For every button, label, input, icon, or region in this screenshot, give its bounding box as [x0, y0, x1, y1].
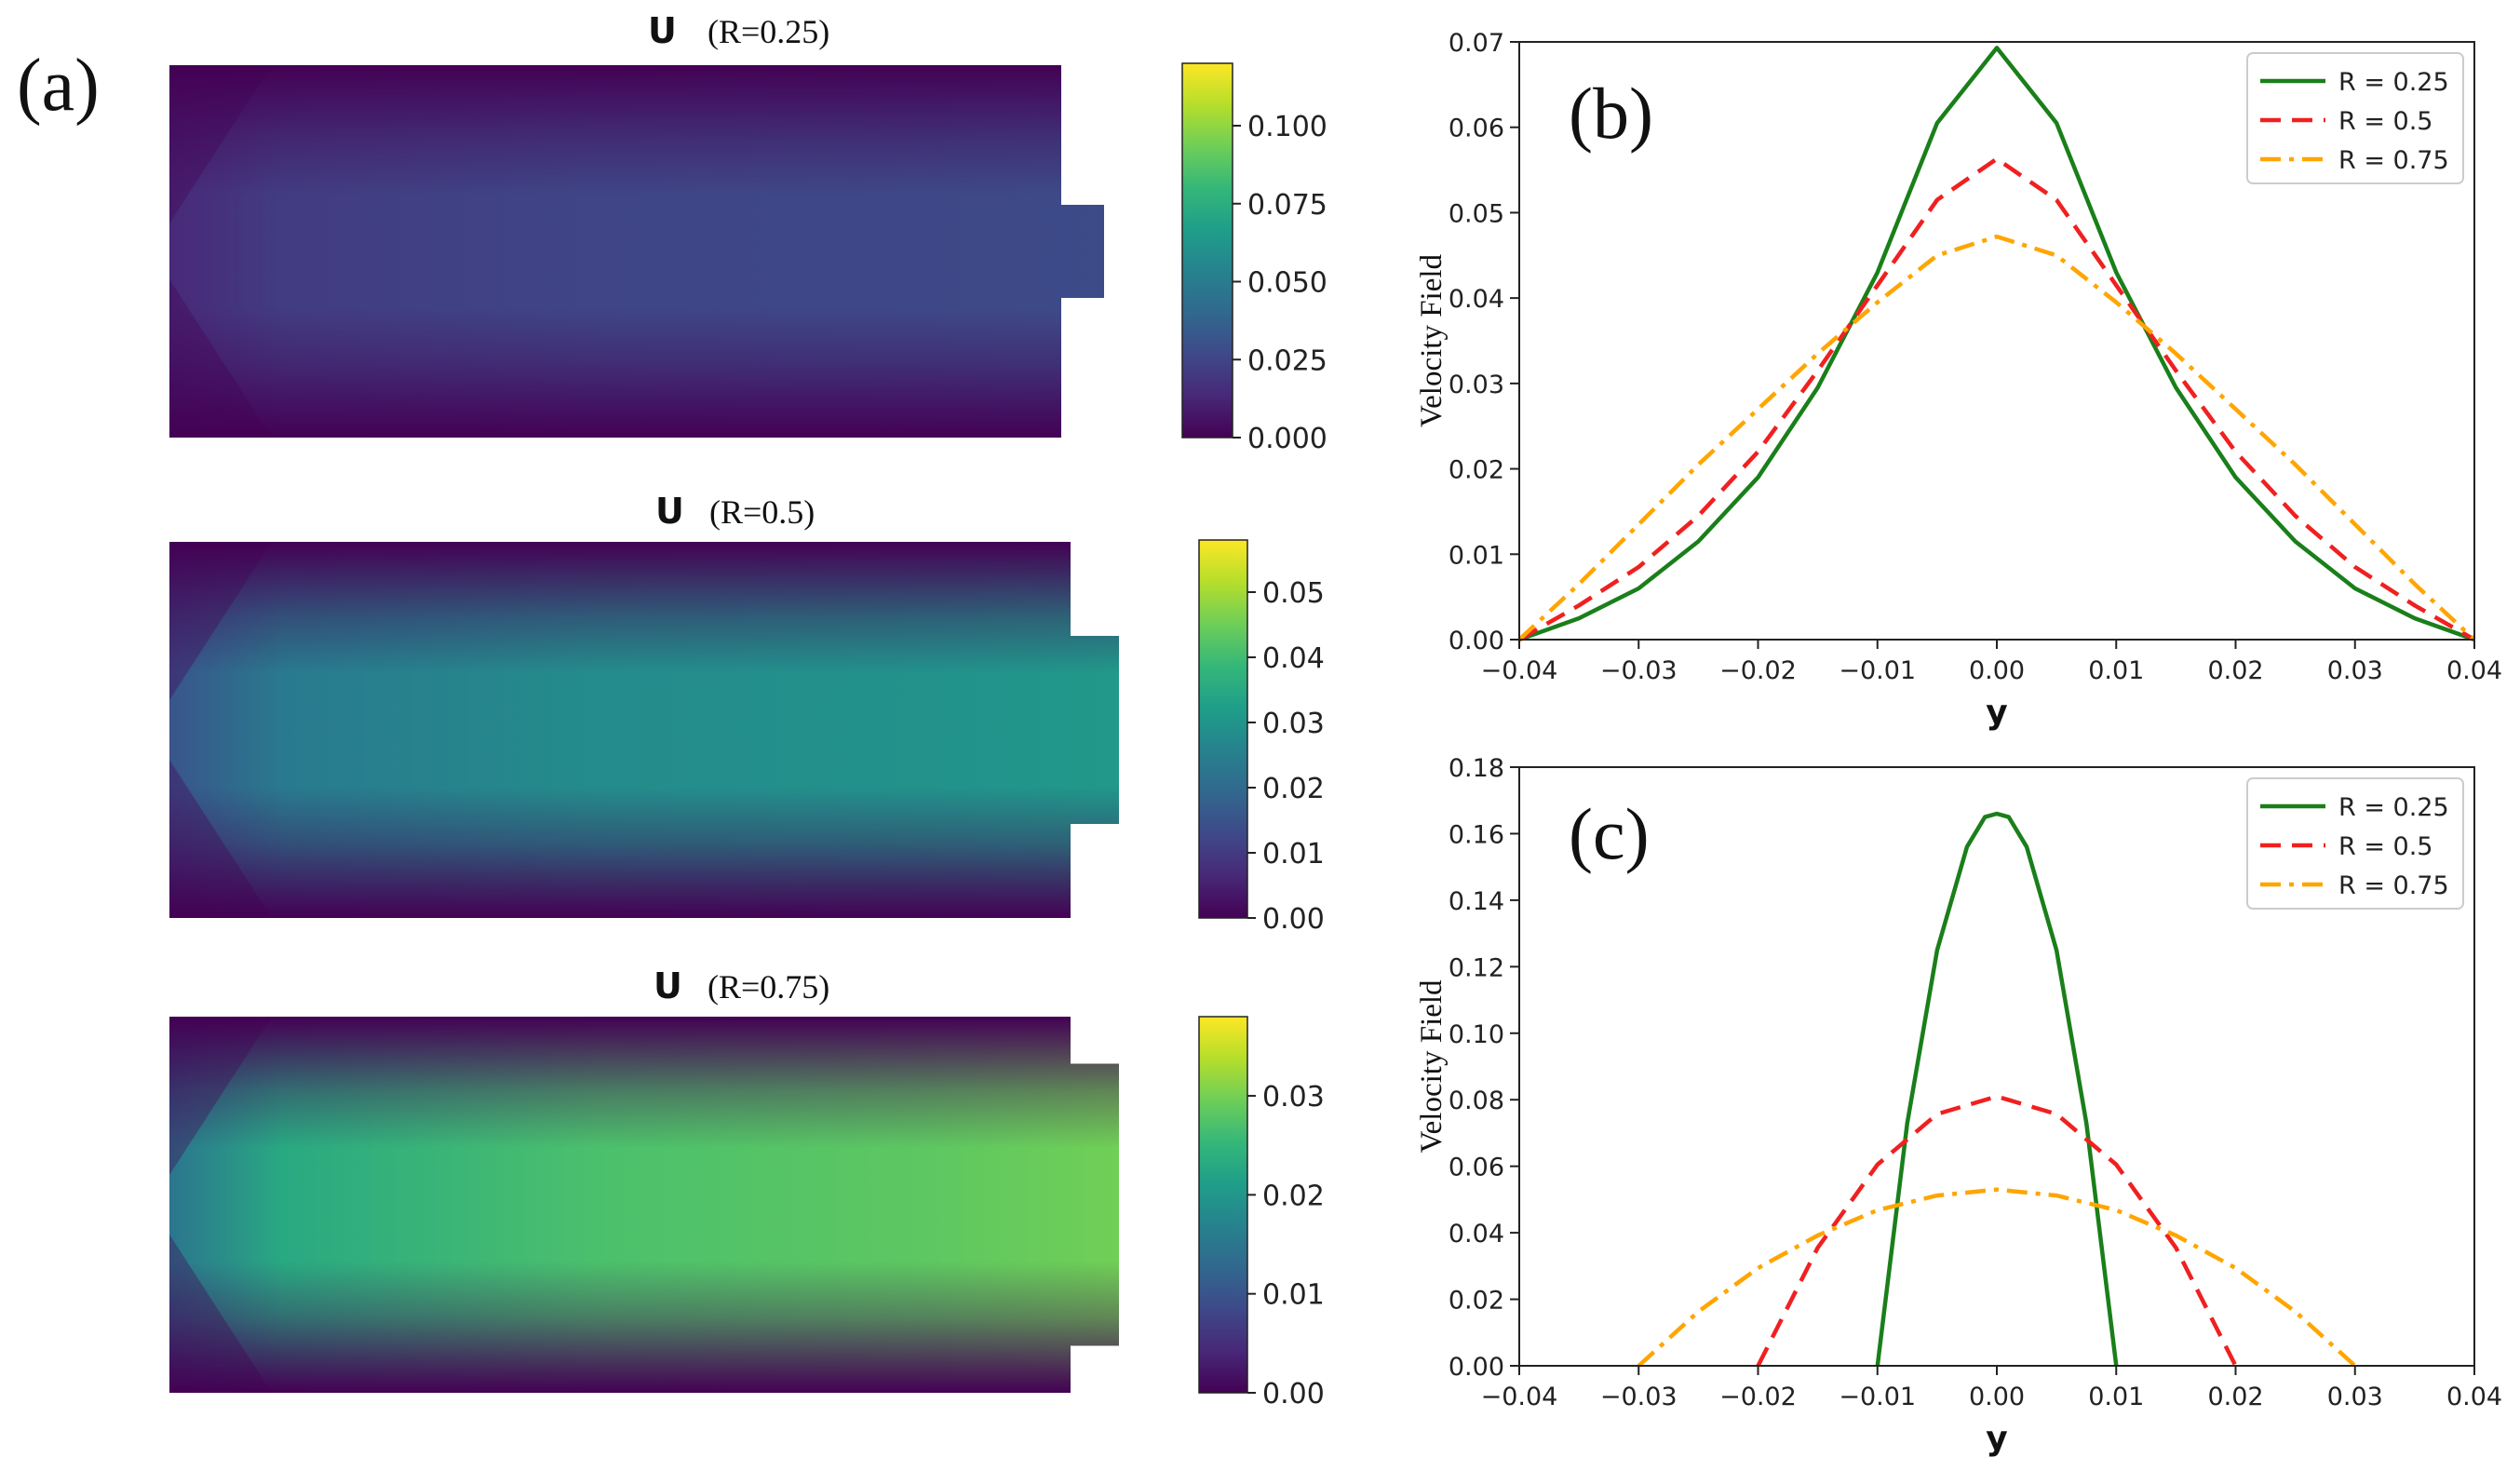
x-tick-label: 0.00: [1969, 1383, 2025, 1411]
colorbar-tick-label: 0.04: [1262, 642, 1325, 675]
x-tick-label: 0.03: [2327, 1383, 2383, 1411]
y-tick-label: 0.00: [1449, 627, 1504, 655]
y-tick-label: 0.18: [1449, 754, 1504, 783]
y-axis-label: Velocity Field: [1415, 253, 1449, 427]
x-tick-label: −0.01: [1839, 656, 1916, 685]
colorbar-tick-label: 0.03: [1262, 708, 1325, 740]
y-tick-label: 0.02: [1449, 1287, 1504, 1316]
legend-entry-label: R = 0.5: [2338, 107, 2433, 136]
x-tick-label: −0.04: [1481, 1383, 1558, 1411]
colorbar-tick-label: 0.02: [1262, 1180, 1325, 1212]
y-tick-label: 0.10: [1449, 1020, 1504, 1049]
velocity-field-map: [169, 542, 1119, 918]
map-title-ratio: (R=0.5): [709, 493, 815, 531]
legend: R = 0.25 R = 0.5 R = 0.75: [2246, 52, 2464, 184]
map-title-symbol: U: [648, 10, 677, 51]
legend-entry-label: R = 0.75: [2338, 871, 2449, 900]
panel-a-label: (a): [17, 45, 100, 127]
panel-b-label: (b): [1569, 73, 1653, 154]
legend: R = 0.25 R = 0.5 R = 0.75: [2246, 777, 2464, 910]
x-tick-label: −0.03: [1600, 1383, 1678, 1411]
x-tick-label: −0.02: [1719, 1383, 1797, 1411]
series-line-075: [1519, 234, 2474, 641]
x-tick-label: −0.01: [1839, 1383, 1916, 1411]
x-axis-label: y: [1986, 1420, 2007, 1458]
colorbar-tick-label: 0.075: [1247, 189, 1327, 222]
legend-entry-label: R = 0.25: [2338, 68, 2449, 97]
colorbar-tick-label: 0.000: [1247, 423, 1327, 455]
colorbar-tick-label: 0.01: [1262, 838, 1325, 870]
colorbar: 0.000 0.025 0.050 0.075 0.100: [1181, 62, 1327, 455]
series-line-075: [1637, 1187, 2357, 1368]
y-axis-label: Velocity Field: [1415, 979, 1449, 1154]
colorbar-tick-label: 0.05: [1262, 577, 1325, 610]
colorbar-tick-label: 0.025: [1247, 344, 1327, 377]
x-tick-label: 0.02: [2207, 1383, 2263, 1411]
map-title-ratio: (R=0.25): [707, 13, 829, 50]
x-tick-label: −0.02: [1719, 656, 1797, 685]
y-tick-label: 0.02: [1449, 456, 1504, 485]
y-tick-label: 0.06: [1449, 115, 1504, 143]
x-tick-label: −0.03: [1600, 656, 1678, 685]
x-axis-label: y: [1986, 694, 2007, 732]
series-line-05: [1756, 1094, 2238, 1368]
y-tick-label: 0.06: [1449, 1154, 1504, 1182]
y-tick-label: 0.00: [1449, 1353, 1504, 1382]
y-tick-label: 0.05: [1449, 199, 1504, 228]
y-tick-label: 0.04: [1449, 285, 1504, 314]
series-line-05: [1519, 156, 2474, 641]
panel-c-label: (c): [1569, 793, 1650, 874]
y-tick-label: 0.12: [1449, 953, 1504, 982]
colorbar-tick-label: 0.03: [1262, 1081, 1325, 1113]
map-title-ratio: (R=0.75): [707, 968, 829, 1005]
y-tick-label: 0.14: [1449, 887, 1504, 916]
x-tick-label: 0.01: [2088, 1383, 2144, 1411]
y-tick-label: 0.16: [1449, 820, 1504, 849]
y-tick-label: 0.07: [1449, 29, 1504, 58]
x-tick-label: 0.00: [1969, 656, 2025, 685]
x-tick-label: 0.03: [2327, 656, 2383, 685]
velocity-map-r075: U (R=0.75) 0.00 0.01 0.02 0.03: [169, 965, 1325, 1410]
x-tick-label: 0.02: [2207, 656, 2263, 685]
colorbar: 0.00 0.01 0.02 0.03 0.04 0.05: [1198, 539, 1325, 936]
legend-entry-label: R = 0.5: [2338, 832, 2433, 861]
legend-box: [2246, 777, 2464, 910]
legend-entry-label: R = 0.75: [2338, 146, 2449, 175]
chart-c: −0.04 −0.03 −0.02 −0.01 0.00 0.01 0.02 0.03 0.04…: [1415, 754, 2502, 1458]
colorbar-tick-label: 0.01: [1262, 1279, 1325, 1312]
colorbar-tick-label: 0.00: [1262, 1378, 1325, 1410]
velocity-map-r025: U (R=0.25) 0.000 0.025 0.050 0.075 0.100: [169, 10, 1327, 455]
panel-a: (a) U (R=0.25) 0.000 0.025 0.050 0.075 0.100…: [17, 10, 1327, 1410]
y-tick-label: 0.08: [1449, 1086, 1504, 1115]
legend-entry-label: R = 0.25: [2338, 793, 2449, 822]
series-line-025: [1519, 46, 2474, 642]
chart-b: −0.04 −0.03 −0.02 −0.01 0.00 0.01 0.02 0.03 0.04…: [1415, 29, 2502, 732]
y-tick-label: 0.01: [1449, 541, 1504, 570]
velocity-field-map: [169, 65, 1104, 438]
colorbar-tick-label: 0.02: [1262, 773, 1325, 805]
velocity-field-map: [169, 1017, 1119, 1393]
velocity-map-r05: U (R=0.5) 0.00 0.01 0.02 0.03 0.04 0.05: [169, 491, 1325, 936]
x-tick-label: 0.04: [2446, 1383, 2502, 1411]
legend-box: [2246, 52, 2464, 184]
x-tick-label: 0.01: [2088, 656, 2144, 685]
x-tick-label: 0.04: [2446, 656, 2502, 685]
map-title-symbol: U: [655, 491, 684, 532]
y-tick-label: 0.03: [1449, 371, 1504, 399]
colorbar: 0.00 0.01 0.02 0.03: [1198, 1016, 1325, 1410]
y-tick-label: 0.04: [1449, 1220, 1504, 1248]
x-tick-label: −0.04: [1481, 656, 1558, 685]
colorbar-tick-label: 0.050: [1247, 267, 1327, 300]
colorbar-tick-label: 0.00: [1262, 903, 1325, 936]
colorbar-tick-label: 0.100: [1247, 111, 1327, 143]
series-line-025: [1875, 811, 2119, 1367]
map-title-symbol: U: [654, 965, 682, 1006]
